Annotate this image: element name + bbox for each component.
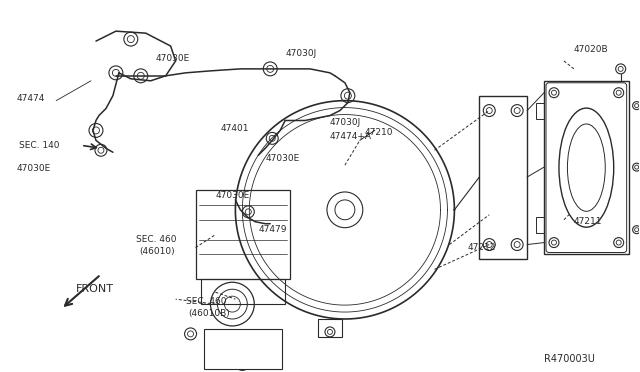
Text: SEC. 140: SEC. 140 bbox=[19, 141, 60, 150]
Text: SEC. 460: SEC. 460 bbox=[186, 296, 226, 306]
Text: R470003U: R470003U bbox=[544, 354, 595, 364]
Text: FRONT: FRONT bbox=[76, 284, 114, 294]
Text: 47030J: 47030J bbox=[330, 118, 361, 127]
Text: 47030J: 47030J bbox=[285, 49, 316, 58]
Bar bbox=[196, 190, 290, 279]
Text: 47030E: 47030E bbox=[216, 192, 250, 201]
Bar bbox=[318, 319, 342, 337]
Bar bbox=[544, 81, 628, 254]
Text: 47030E: 47030E bbox=[17, 164, 51, 173]
Text: 47212: 47212 bbox=[467, 243, 496, 252]
Text: SEC. 460: SEC. 460 bbox=[136, 235, 176, 244]
Text: 47479: 47479 bbox=[259, 225, 287, 234]
Text: 47030E: 47030E bbox=[156, 54, 190, 64]
Text: 47474+A: 47474+A bbox=[330, 132, 372, 141]
Text: (46010B): (46010B) bbox=[189, 308, 230, 318]
Bar bbox=[536, 103, 544, 119]
Bar bbox=[479, 96, 527, 259]
Text: (46010): (46010) bbox=[139, 247, 175, 256]
Bar bbox=[200, 279, 285, 304]
Text: 47211: 47211 bbox=[574, 217, 602, 226]
Text: 47401: 47401 bbox=[220, 124, 249, 133]
Text: 47020B: 47020B bbox=[574, 45, 609, 54]
Text: 47474: 47474 bbox=[17, 94, 45, 103]
Text: 47030E: 47030E bbox=[265, 154, 300, 163]
Bar bbox=[536, 217, 544, 232]
Bar bbox=[204, 329, 282, 369]
Text: 47210: 47210 bbox=[365, 128, 394, 137]
